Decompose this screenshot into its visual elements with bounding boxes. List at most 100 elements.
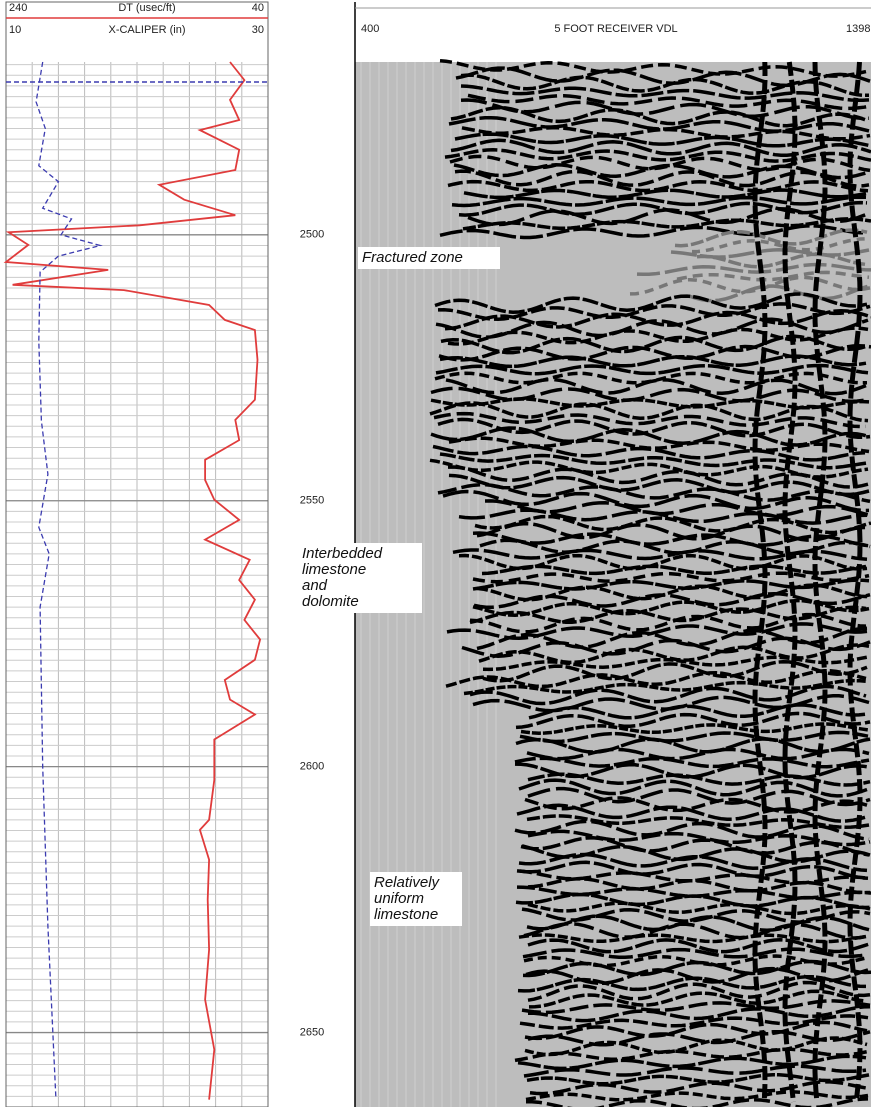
scale-right: 40 — [252, 2, 264, 14]
vdl-trace — [454, 169, 870, 188]
vdl-trace — [515, 892, 871, 910]
vdl-trace — [527, 980, 871, 1002]
vdl-trace — [516, 869, 866, 885]
vdl-trace — [433, 411, 867, 429]
vdl-trace — [514, 756, 870, 769]
depth-label: 2550 — [300, 495, 324, 507]
vdl-trace — [519, 730, 869, 744]
vdl-trace — [527, 786, 871, 807]
vdl-trace — [516, 803, 866, 823]
vdl-band — [752, 61, 768, 1103]
vdl-trace — [473, 591, 871, 610]
annotation: Fractured zone — [362, 249, 463, 266]
vdl-title: 5 FOOT RECEIVER VDL — [554, 23, 677, 35]
vdl-trace — [526, 814, 870, 829]
vdl-trace — [482, 659, 868, 683]
vdl-trace — [472, 598, 870, 617]
vdl-trace — [439, 224, 867, 240]
vdl-trace — [453, 163, 869, 180]
vdl-trace — [514, 1047, 870, 1063]
vdl-trace — [447, 465, 869, 489]
vdl-trace — [448, 436, 870, 454]
vdl-trace — [447, 326, 869, 346]
vdl-trace — [688, 284, 870, 303]
vdl-trace — [526, 914, 870, 933]
vdl-traces — [429, 59, 871, 1107]
annotation-box — [358, 247, 500, 269]
scale-right: 30 — [252, 24, 264, 36]
vdl-trace — [434, 292, 868, 314]
vdl-trace — [437, 302, 871, 322]
vdl-trace — [469, 605, 867, 625]
vdl-band — [782, 61, 798, 1103]
vdl-trace — [481, 564, 867, 576]
vdl-trace — [529, 1080, 867, 1096]
vdl-trace — [451, 195, 867, 208]
depth-label: 2600 — [300, 761, 324, 773]
vdl-trace — [439, 452, 867, 470]
legend-entry: DT (usec/ft) — [118, 2, 175, 14]
vdl-trace — [636, 262, 871, 277]
vdl-trace — [444, 308, 871, 331]
vdl-trace — [437, 417, 871, 440]
annotation-box — [370, 872, 462, 926]
vdl-trace — [460, 73, 869, 98]
vdl-trace — [523, 922, 867, 940]
annotation: Interbedded limestone and dolomite — [302, 545, 383, 610]
log-curve — [35, 61, 103, 1097]
track-1-border — [5, 1, 269, 1107]
vdl-trace — [527, 938, 871, 954]
log-curve — [3, 61, 262, 1100]
vdl-trace — [454, 132, 870, 148]
vdl-trace — [519, 860, 869, 881]
vdl-trace — [517, 1054, 867, 1071]
vdl-trace — [445, 377, 867, 396]
vdl-trace — [437, 482, 871, 504]
vdl-trace — [525, 1090, 869, 1102]
annotation: Relatively uniform limestone — [374, 874, 441, 923]
depth-label: 2500 — [300, 229, 324, 241]
vdl-trace — [528, 989, 866, 1009]
vdl-trace — [518, 852, 868, 873]
vdl-trace — [520, 836, 870, 857]
vdl-trace — [476, 521, 868, 542]
vdl-trace — [514, 819, 870, 841]
vdl-trace — [518, 933, 868, 944]
vdl-trace — [461, 636, 871, 658]
vdl-trace — [515, 737, 871, 754]
vdl-trace — [472, 571, 870, 584]
vdl-trace — [458, 508, 868, 525]
vdl-trace — [527, 772, 871, 787]
annotation-box — [298, 543, 422, 613]
vdl-trace — [467, 207, 871, 227]
vdl-trace — [526, 747, 870, 761]
vdl-trace — [460, 84, 870, 103]
vdl-trace — [515, 711, 871, 730]
vdl-trace — [452, 548, 868, 562]
vdl-trace — [463, 188, 867, 200]
vdl-trace — [674, 228, 868, 248]
vdl-trace — [435, 317, 869, 339]
vdl-scale-right: 1398 — [846, 23, 870, 35]
vdl-trace — [430, 426, 870, 447]
vdl-trace — [526, 1072, 870, 1086]
vdl-trace — [445, 668, 867, 689]
vdl-trace — [469, 612, 867, 634]
vdl-band — [812, 61, 828, 1103]
scale-left: 10 — [9, 24, 21, 36]
vdl-trace — [524, 1036, 868, 1057]
vdl-trace — [521, 999, 871, 1015]
vdl-band — [847, 61, 863, 1103]
legend-entry: X-CALIPER (in) — [108, 24, 185, 36]
vdl-trace — [520, 722, 870, 735]
vdl-trace — [522, 959, 871, 978]
vdl-trace — [472, 531, 870, 548]
vdl-trace — [691, 237, 867, 254]
vdl-trace — [519, 1014, 869, 1030]
vdl-trace — [432, 444, 866, 462]
vdl-trace — [444, 148, 871, 163]
vdl-trace — [527, 1029, 871, 1047]
vdl-trace — [676, 270, 870, 282]
vdl-trace — [517, 974, 867, 993]
vdl-trace — [518, 778, 868, 798]
